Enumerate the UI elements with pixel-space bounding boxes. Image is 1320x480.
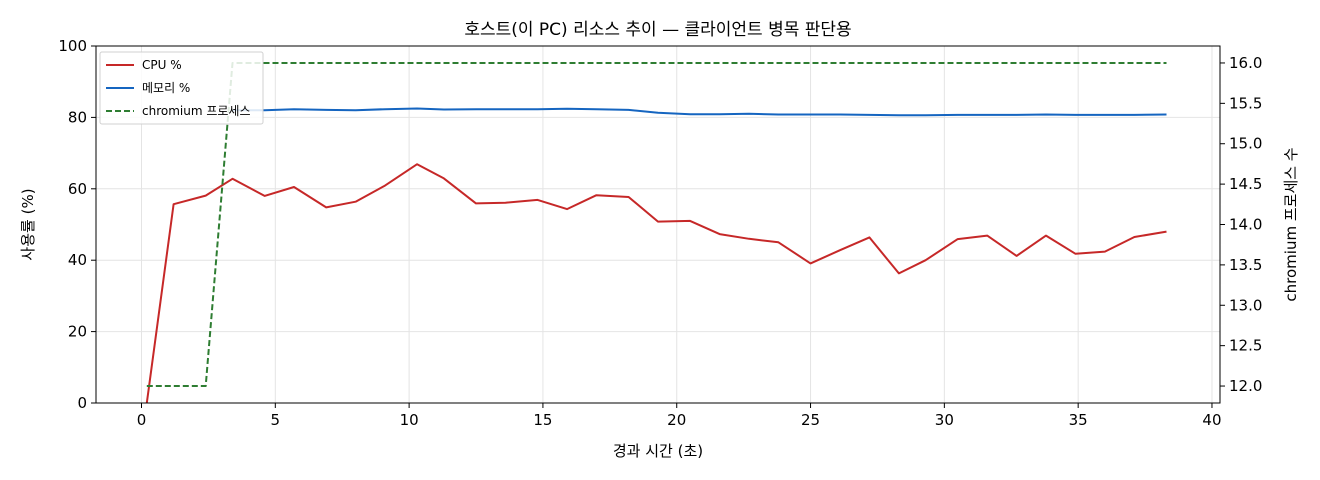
x-tick-label: 30 xyxy=(935,411,954,429)
plot-series xyxy=(145,62,1167,404)
y2-tick-label: 12.0 xyxy=(1229,377,1262,395)
legend-label-memory: 메모리 % xyxy=(142,81,190,95)
plot-frame xyxy=(95,45,1221,404)
cpu-series-line xyxy=(145,163,1167,404)
chart-title: 호스트(이 PC) 리소스 추이 — 클라이언트 병목 판단용 xyxy=(464,20,851,40)
y-axis-ticks: 0 20 40 60 80 100 xyxy=(58,37,96,412)
legend-label-chromium: chromium 프로세스 xyxy=(142,104,251,118)
y2-tick-label: 13.0 xyxy=(1229,296,1262,314)
y2-axis-label: chromium 프로세스 수 xyxy=(1282,147,1300,301)
grid xyxy=(96,45,1220,404)
y-tick-label: 40 xyxy=(68,251,87,269)
y-tick-label: 60 xyxy=(68,180,87,198)
y-tick-label: 0 xyxy=(77,394,87,412)
y2-tick-label: 14.5 xyxy=(1229,175,1262,193)
legend-label-cpu: CPU % xyxy=(142,58,182,72)
chromium-series-line xyxy=(146,62,1167,387)
y-tick-label: 20 xyxy=(68,323,87,341)
x-tick-label: 5 xyxy=(271,411,281,429)
x-tick-label: 25 xyxy=(801,411,820,429)
y2-tick-label: 14.0 xyxy=(1229,216,1262,234)
x-tick-label: 40 xyxy=(1202,411,1221,429)
y2-tick-label: 12.5 xyxy=(1229,337,1262,355)
x-axis-label: 경과 시간 (초) xyxy=(613,442,703,460)
x-tick-label: 0 xyxy=(137,411,147,429)
legend-box xyxy=(99,51,264,125)
y2-tick-label: 13.5 xyxy=(1229,256,1262,274)
y2-tick-label: 15.0 xyxy=(1229,135,1262,153)
y2-axis-ticks: 12.0 12.5 13.0 13.5 14.0 14.5 15.0 15.5 16.0 xyxy=(1220,54,1262,395)
x-tick-label: 15 xyxy=(533,411,552,429)
y2-tick-label: 16.0 xyxy=(1229,54,1262,72)
y-axis-label: 사용률 (%) xyxy=(19,188,37,260)
y-tick-label: 100 xyxy=(58,37,87,55)
x-tick-label: 10 xyxy=(400,411,419,429)
y-tick-label: 80 xyxy=(68,108,87,126)
y2-tick-label: 15.5 xyxy=(1229,94,1262,112)
x-tick-label: 35 xyxy=(1069,411,1088,429)
x-axis-ticks: 0 5 10 15 20 25 30 35 40 xyxy=(137,403,1222,429)
legend: CPU % 메모리 % chromium 프로세스 xyxy=(99,51,264,125)
memory-series-line xyxy=(232,107,1167,117)
x-tick-label: 20 xyxy=(667,411,686,429)
